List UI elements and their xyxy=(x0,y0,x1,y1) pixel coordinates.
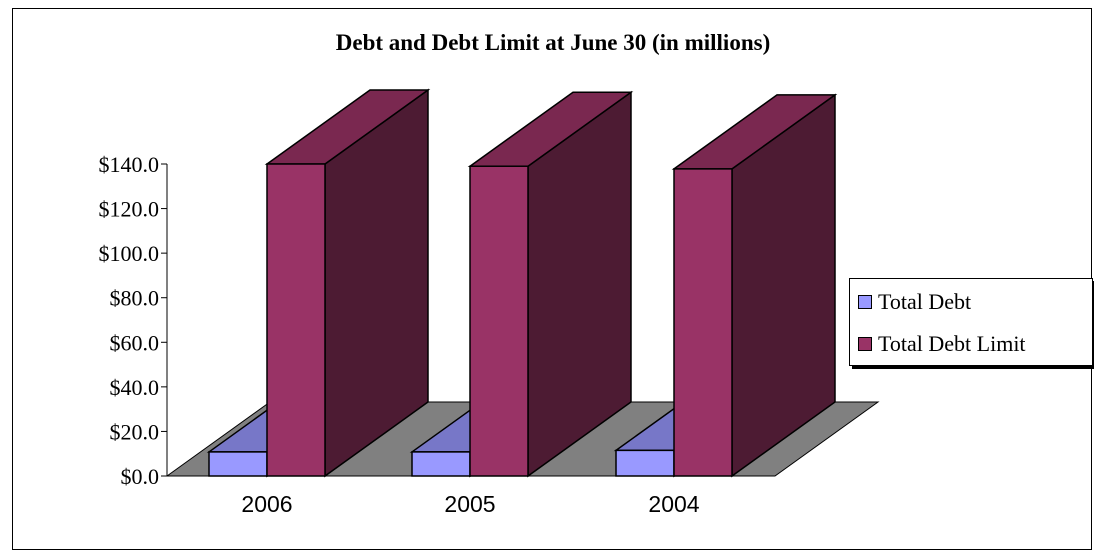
y-tick-label: $120.0 xyxy=(99,197,160,222)
y-tick-label: $20.0 xyxy=(110,419,160,444)
chart-legend: Total Debt Total Debt Limit xyxy=(849,278,1093,366)
legend-item-total-debt: Total Debt xyxy=(858,289,971,315)
bar-total-debt-limit-2006-front xyxy=(266,163,326,477)
x-category-label: 2006 xyxy=(241,491,292,517)
x-category-label: 2005 xyxy=(444,491,495,517)
bar-total-debt-2005-front xyxy=(411,451,471,477)
y-tick-label: $60.0 xyxy=(110,330,160,355)
y-tick-label: $80.0 xyxy=(110,286,160,311)
bar-total-debt-limit-2005-front xyxy=(469,165,529,477)
x-category-label: 2004 xyxy=(648,491,699,517)
y-tick-label: $100.0 xyxy=(99,241,160,266)
chart-title: Debt and Debt Limit at June 30 (in milli… xyxy=(335,30,771,55)
bar-total-debt-limit-2004 xyxy=(671,93,838,478)
bar-total-debt-2006-front xyxy=(208,451,268,477)
bar-total-debt-limit-2004-front xyxy=(673,168,733,477)
legend-label-total-debt: Total Debt xyxy=(878,289,972,314)
legend-swatch-total-debt xyxy=(858,295,872,309)
y-tick-label: $0.0 xyxy=(121,464,160,489)
legend-swatch-total-debt-limit xyxy=(858,337,872,351)
y-tick-label: $40.0 xyxy=(110,375,160,400)
bar-total-debt-limit-2005 xyxy=(467,90,634,478)
y-tick-label: $140.0 xyxy=(99,152,160,177)
bar-total-debt-2004-front xyxy=(615,449,675,477)
legend-item-total-debt-limit: Total Debt Limit xyxy=(858,331,1026,357)
bar-total-debt-limit-2006 xyxy=(264,88,431,478)
legend-label-total-debt-limit: Total Debt Limit xyxy=(878,331,1026,356)
